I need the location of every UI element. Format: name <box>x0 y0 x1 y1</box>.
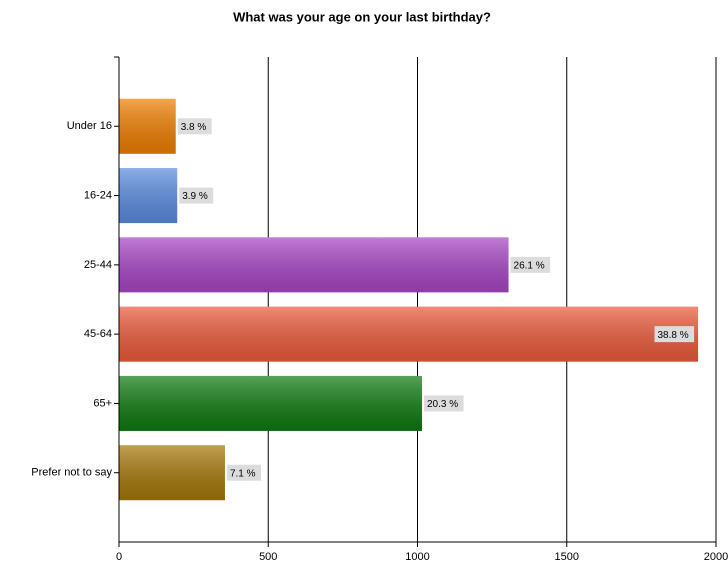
y-tick-label: 65+ <box>93 397 112 409</box>
y-tick-label: Prefer not to say <box>31 467 112 479</box>
x-tick-label: 2000 <box>704 551 728 562</box>
x-tick-label: 0 <box>116 551 122 562</box>
value-label-bg <box>226 464 261 481</box>
value-label: 26.1 % <box>514 260 545 271</box>
y-tick-label: 16-24 <box>84 189 112 201</box>
bar-shade <box>119 168 178 224</box>
value-label: 3.8 % <box>181 122 207 133</box>
x-tick-label: 1500 <box>555 551 579 562</box>
bar-shade <box>119 237 509 293</box>
value-label: 3.9 % <box>182 191 208 202</box>
value-label-bg <box>423 395 464 412</box>
value-label-bg <box>179 187 214 204</box>
x-tick-label: 500 <box>259 551 277 562</box>
value-label: 7.1 % <box>230 468 256 479</box>
bar-shade <box>119 306 699 362</box>
x-tick-label: 1000 <box>405 551 429 562</box>
value-label: 38.8 % <box>657 330 688 341</box>
value-label-bg <box>654 326 695 343</box>
y-tick-label: 45-64 <box>84 328 112 340</box>
chart-title: What was your age on your last birthday? <box>233 9 491 24</box>
value-label: 20.3 % <box>427 399 458 410</box>
value-label-bg <box>510 256 551 273</box>
bar-shade <box>119 98 176 154</box>
bar-shade <box>119 375 422 431</box>
value-label-bg <box>177 118 212 135</box>
y-tick-label: 25-44 <box>84 259 112 271</box>
bar-shade <box>119 445 225 501</box>
y-tick-label: Under 16 <box>67 120 112 132</box>
